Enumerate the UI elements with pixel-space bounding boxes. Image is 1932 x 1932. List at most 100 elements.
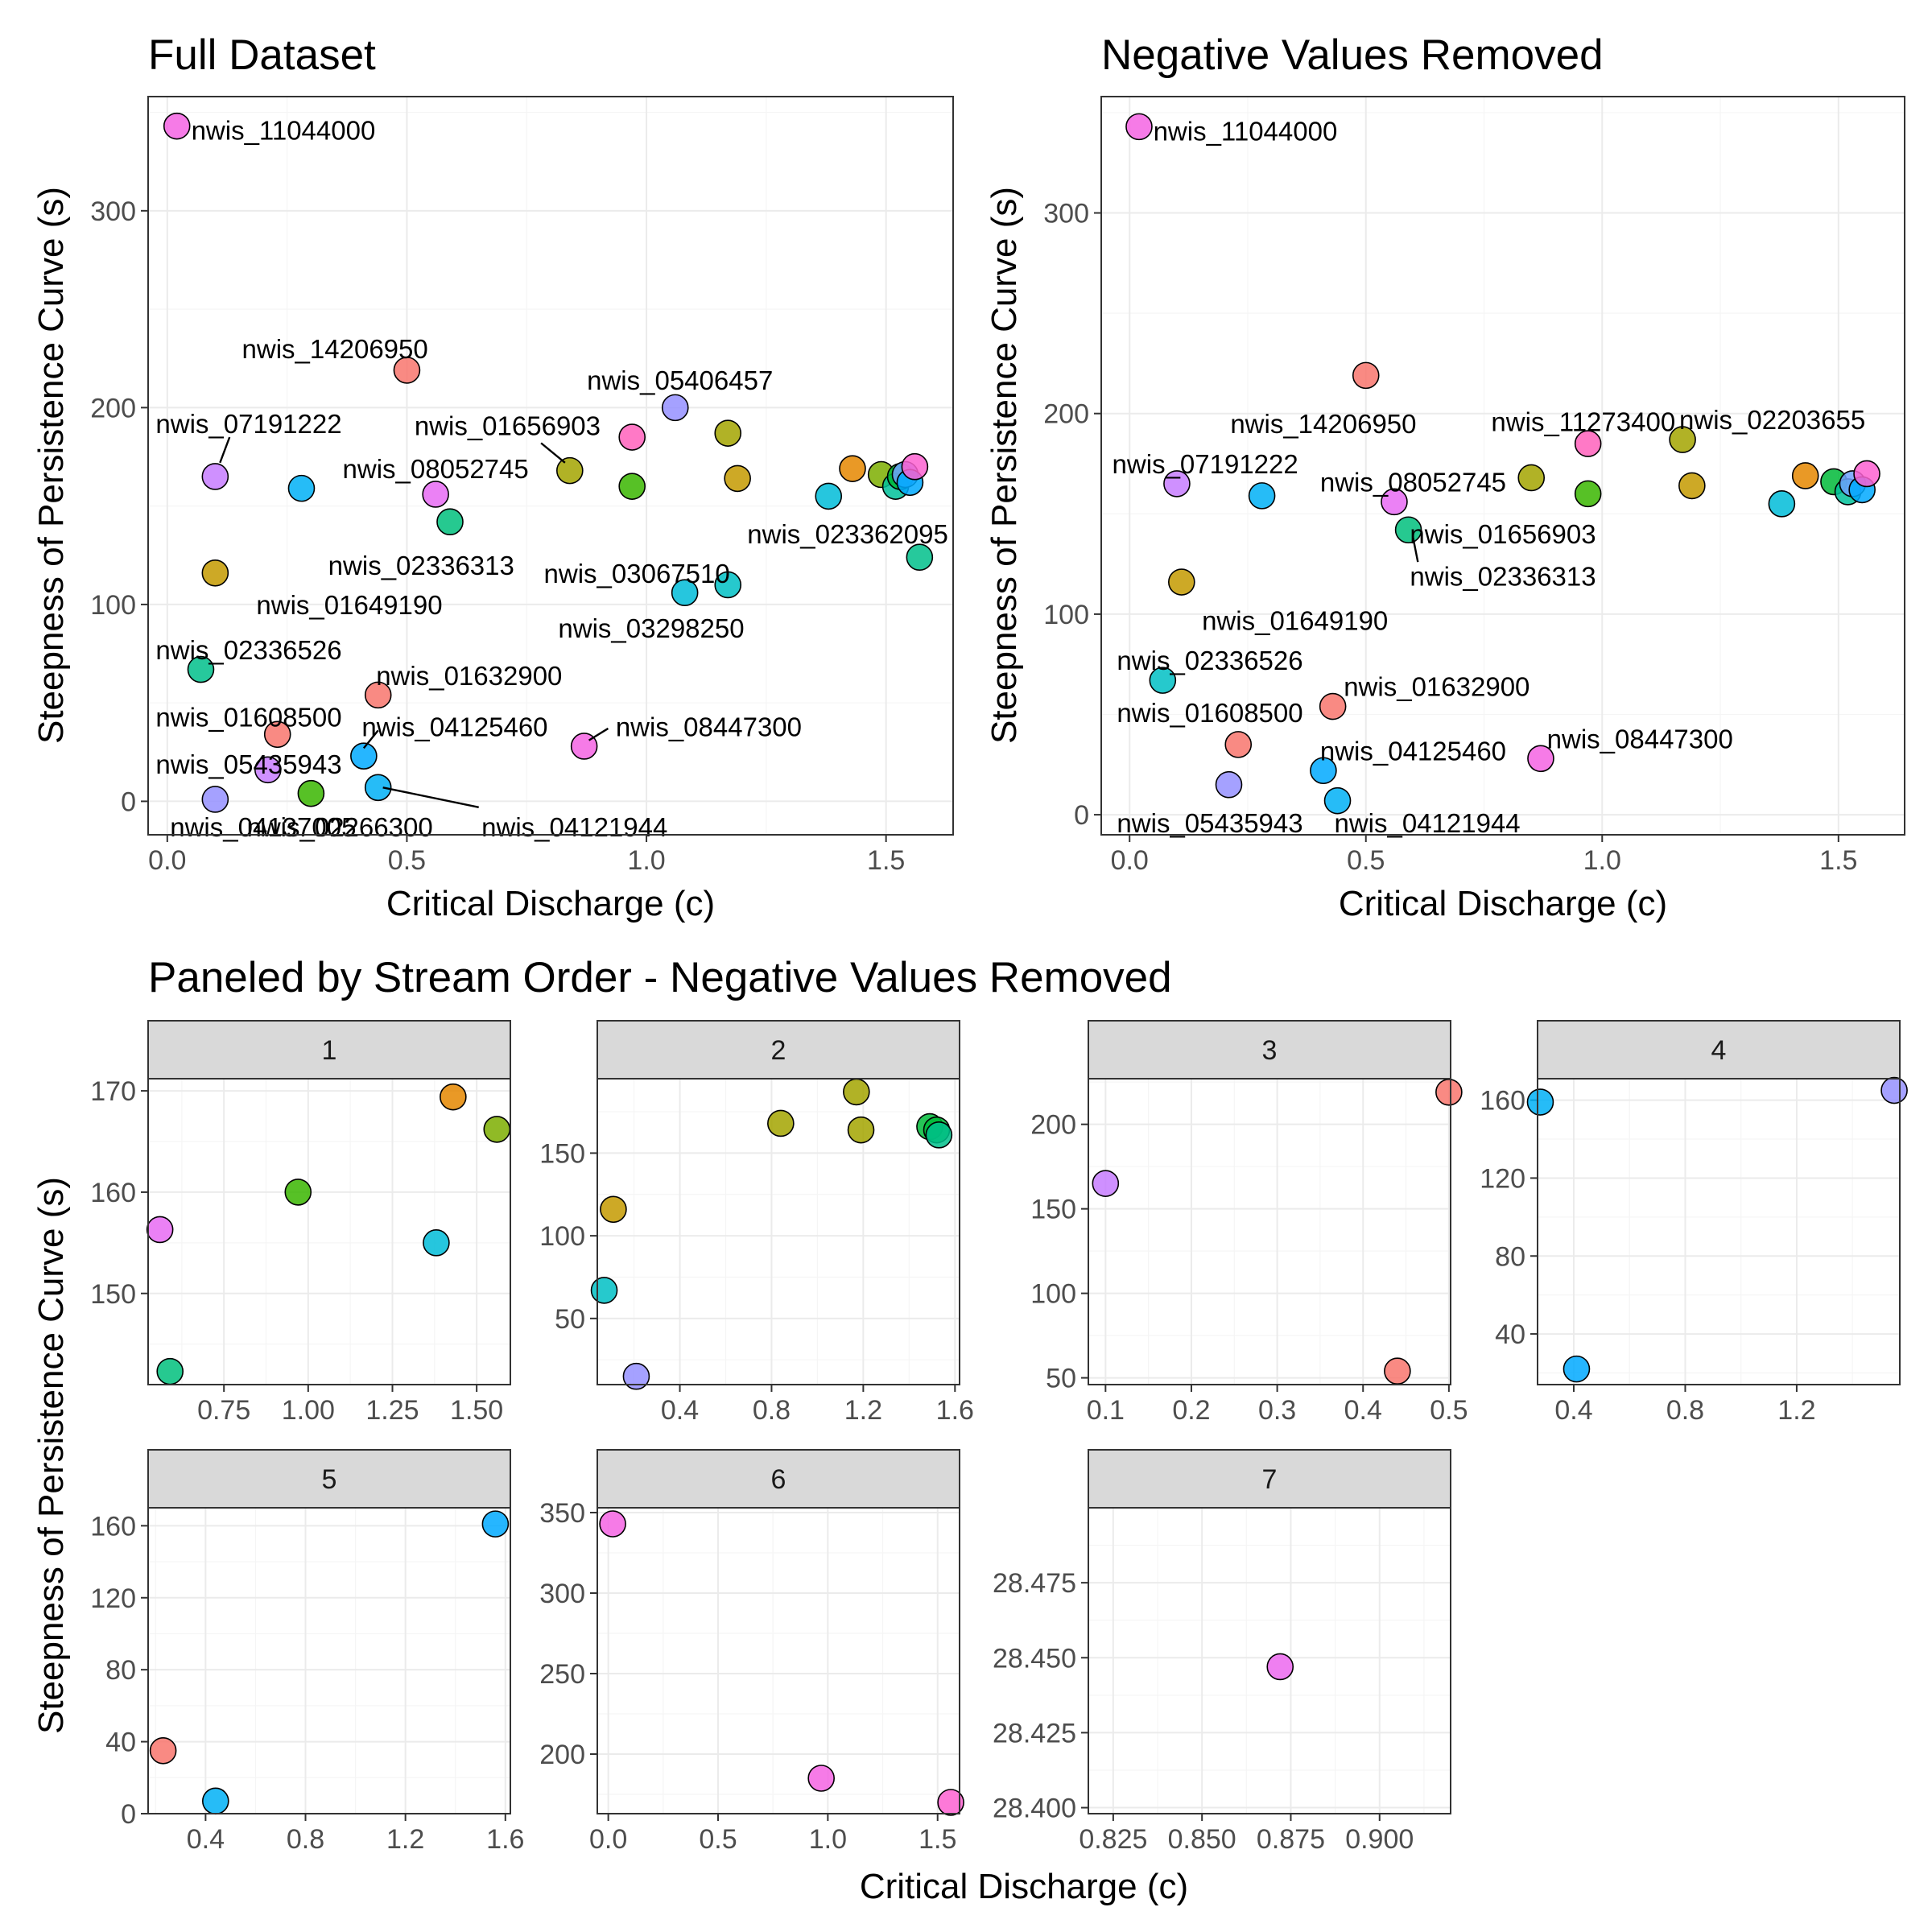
facet-7-x-tick-label: 0.875 (1257, 1824, 1325, 1855)
removed-point (1669, 426, 1696, 453)
facet-4-y-tick-label: 40 (1495, 1319, 1525, 1350)
removed-point-label: nwis_01632900 (1344, 672, 1530, 702)
facet-ticks: 0.4 0.8 1.2 40 80 120 160 (1480, 1086, 1815, 1426)
facet-1-y-tick-label: 150 (90, 1279, 136, 1310)
removed-point (1352, 361, 1380, 390)
full-dataset-labels: nwis_11044000nwis_14206950nwis_07191222n… (155, 116, 947, 843)
full-dataset-plot: Full Dataset 0.0 0.5 1.0 1.5 0 100 200 300 nwis… (31, 31, 954, 923)
facet-7-y-tick-label: 28.425 (993, 1718, 1076, 1748)
facet-4-x-tick-label: 0.8 (1666, 1395, 1704, 1426)
full-dataset-ylabel: Steepness of Persistence Curve (s) (31, 187, 71, 744)
facet-grid (1088, 1079, 1451, 1385)
facet-strip-label: 2 (771, 1035, 786, 1066)
full-x-tick-label: 1.0 (627, 845, 665, 876)
full-point (839, 455, 866, 482)
full-y-tick-label: 200 (90, 393, 136, 423)
full-point-label: nwis_02266300 (246, 812, 432, 842)
facet-3-y-tick-label: 50 (1046, 1364, 1076, 1394)
full-point-label: nwis_023362095 (747, 519, 948, 549)
facet-3-x-tick-label: 0.4 (1344, 1395, 1382, 1426)
facet-2-y-tick-label: 100 (539, 1221, 585, 1252)
facet-1-x-tick-label: 1.25 (365, 1395, 419, 1426)
facet-grid (597, 1079, 960, 1385)
facet-6-x-tick-label: 0.5 (699, 1824, 737, 1855)
facet-4-x-tick-label: 1.2 (1777, 1395, 1815, 1426)
facet-2-x-tick-label: 1.6 (936, 1395, 974, 1426)
full-point (714, 419, 742, 447)
full-point (618, 473, 646, 500)
facet-5-x-tick-label: 1.2 (386, 1824, 424, 1855)
removed-point-label: nwis_01649190 (1202, 605, 1388, 635)
facets-title: Paneled by Stream Order - Negative Value… (148, 954, 1172, 1001)
removed-point (1527, 745, 1554, 773)
facet-ticks: 0.0 0.5 1.0 1.5 200 250 300 350 (539, 1498, 956, 1855)
full-label-leader (382, 786, 479, 808)
full-x-tick-label: 0.5 (388, 845, 426, 876)
facet-6-point (937, 1789, 964, 1816)
full-point (263, 720, 291, 749)
facet-grid (1088, 1508, 1451, 1814)
negative-removed-labels: nwis_11044000nwis_14206950nwis_07191222n… (1113, 116, 1866, 838)
removed-point (1574, 430, 1602, 457)
negative-removed-panel (1100, 96, 1905, 836)
facet-1-y-tick-label: 160 (90, 1178, 136, 1208)
removed-x-tick-label: 0.0 (1111, 845, 1149, 876)
facet-strip-label: 5 (322, 1464, 337, 1495)
facet-ticks: 0.4 0.8 1.2 1.6 0 40 80 120 160 (90, 1511, 524, 1855)
facet-6-y-tick-label: 250 (539, 1659, 585, 1690)
full-dataset-grid (148, 97, 953, 835)
facet-strip-label: 6 (771, 1464, 786, 1495)
removed-point (1517, 464, 1546, 492)
facet-panel-bg (147, 1078, 511, 1385)
full-dataset-marks (163, 112, 934, 813)
full-dataset-ticks: 0.0 0.5 1.0 1.5 0 100 200 300 (90, 196, 905, 876)
full-x-tick-label: 1.5 (867, 845, 905, 876)
removed-point-label: nwis_04121944 (1334, 808, 1520, 838)
facet-3-y-tick-label: 200 (1030, 1110, 1076, 1141)
negative-removed-plot: Negative Values Removed 0.0 0.5 1.0 1.5 0 100… (985, 31, 1905, 923)
full-point-label: nwis_08447300 (616, 712, 802, 742)
facet-ticks: 0.4 0.8 1.2 1.6 50 100 150 (539, 1138, 974, 1426)
facet-5-point (201, 1787, 229, 1815)
facet-2-point (622, 1362, 650, 1390)
removed-point-label: nwis_11044000 (1154, 116, 1338, 146)
full-label-leader (540, 442, 566, 464)
full-point-label: nwis_03067510 (544, 559, 730, 588)
stream-order-facets: Paneled by Stream Order - Negative Value… (31, 954, 1908, 1906)
full-point (901, 452, 929, 481)
facet-grid (1538, 1079, 1900, 1385)
removed-point (1125, 113, 1153, 141)
negative-removed-marks (1125, 113, 1880, 815)
full-point-label: nwis_04137005 (170, 812, 356, 842)
full-point (436, 508, 464, 535)
full-point-label: nwis_01656903 (415, 411, 601, 440)
facet-6-y-tick-label: 200 (539, 1740, 585, 1770)
facet-2-x-tick-label: 0.4 (661, 1395, 699, 1426)
facet-2-point (847, 1116, 875, 1144)
facet-ticks: 0.75 1.00 1.25 1.50 150 160 170 (90, 1076, 503, 1426)
full-point-label: nwis_04121944 (481, 812, 667, 842)
facet-4-point (1880, 1076, 1908, 1104)
facet-3-y-tick-label: 100 (1030, 1279, 1076, 1310)
full-point (724, 464, 751, 493)
full-dataset-panel (147, 96, 954, 836)
facet-strip (597, 1020, 960, 1080)
full-point-label: nwis_03298250 (558, 613, 744, 643)
full-point (422, 481, 449, 508)
facet-panel-bg (1537, 1078, 1901, 1385)
facet-3-x-tick-label: 0.2 (1172, 1395, 1210, 1426)
facet-5-point (481, 1510, 510, 1538)
removed-point (1310, 757, 1337, 785)
facet-4-point (1526, 1088, 1554, 1116)
facet-panel-6: 6 0.0 0.5 1.0 1.5 200 250 300 350 (539, 1449, 964, 1855)
facet-6-y-tick-label: 300 (539, 1579, 585, 1609)
full-x-tick-label: 0.0 (148, 845, 186, 876)
full-point (201, 463, 229, 490)
removed-point (1574, 480, 1602, 508)
facet-5-x-tick-label: 0.4 (187, 1824, 225, 1855)
facet-2-x-tick-label: 1.2 (844, 1395, 882, 1426)
full-point (815, 482, 843, 510)
facet-4-y-tick-label: 160 (1480, 1086, 1525, 1117)
full-dataset-xlabel: Critical Discharge (c) (386, 884, 715, 923)
